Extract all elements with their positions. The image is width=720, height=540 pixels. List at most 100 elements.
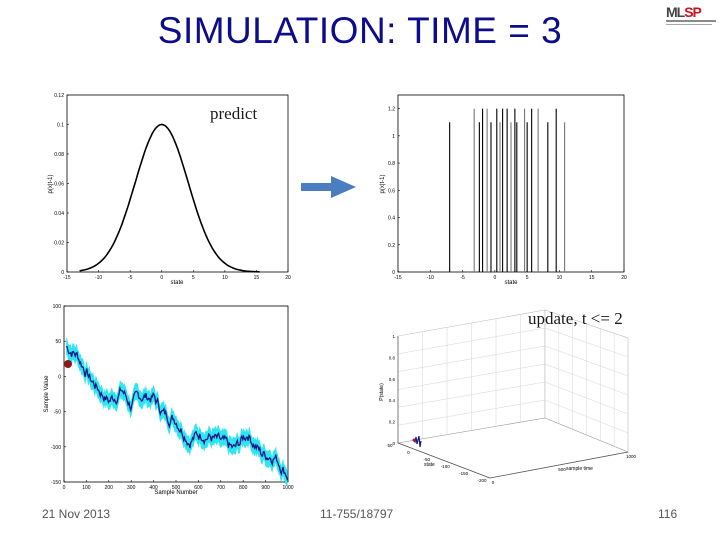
y-tick-label: 50: [55, 339, 61, 345]
particles-ylabel: p(x|t-1): [380, 175, 386, 194]
surface-z-ticks: 0 0.2 0.4 0.6 0.8 1: [389, 334, 396, 446]
gaussian-axes-frame: [66, 94, 289, 273]
x-tick-label: 900: [261, 485, 270, 491]
timeseries-y-ticks: 100 50 0 -50 -100 -150: [51, 304, 66, 486]
x-tick-label: 20: [621, 275, 627, 281]
surface-marker: [412, 438, 416, 442]
surface-time-ticks: 0 500 1000: [492, 454, 637, 485]
update-label: update, t <= 2: [528, 309, 623, 328]
y-tick-label: 0.2: [388, 243, 395, 249]
gaussian-curve: [79, 123, 260, 273]
x-tick-label: 10: [557, 275, 563, 281]
surface-time-label: sample time: [566, 466, 593, 472]
state-tick-label: -100: [441, 464, 451, 469]
footer-date: 21 Nov 2013: [42, 507, 111, 521]
current-state-marker: [64, 360, 72, 368]
logo-sp-text: SP: [684, 4, 702, 20]
x-tick-label: -10: [427, 275, 434, 281]
x-tick-label: -5: [128, 275, 133, 281]
gaussian-ylabel: p(x|t-1): [48, 175, 54, 194]
z-tick-label: 1: [392, 334, 395, 339]
time-tick-label: 1000: [626, 454, 637, 459]
surface-zlabel: P(state): [379, 383, 385, 401]
x-tick-label: 0: [63, 485, 66, 491]
y-tick-label: 0.12: [54, 93, 64, 99]
state-tick-label: -200: [477, 478, 487, 483]
particles-xlabel: state: [504, 280, 518, 286]
mean-line: [66, 345, 289, 481]
surface-state-ticks: 500-50-100-150-200: [387, 443, 487, 483]
x-tick-label: 0: [160, 275, 163, 281]
footer-page-number: 116: [658, 507, 678, 521]
surface-state-label: state: [424, 462, 435, 468]
state-tick-label: 0: [407, 450, 410, 455]
x-tick-label: -5: [460, 275, 465, 281]
logo-underline: [666, 20, 716, 22]
y-tick-label: 0.08: [54, 152, 64, 158]
x-tick-label: 700: [217, 485, 226, 491]
state-tick-label: 50: [387, 443, 393, 448]
y-tick-label: 0: [58, 374, 61, 380]
arrow-shaft: [301, 183, 333, 191]
y-tick-label: -150: [51, 480, 61, 486]
y-tick-label: -50: [54, 410, 61, 416]
z-tick-label: 0.4: [389, 398, 396, 403]
logo-underline-2: [666, 24, 712, 25]
state-tick-label: -150: [459, 471, 469, 476]
surface3d-plot: 00.20.40.60.81 500-50-100-150-200 050010…: [379, 309, 637, 485]
arrow-head: [331, 176, 356, 198]
y-tick-label: 0.1: [57, 123, 64, 129]
y-tick-label: 0.02: [54, 241, 64, 247]
x-tick-label: 1000: [282, 485, 293, 491]
y-tick-label: 0.6: [388, 188, 395, 194]
x-tick-label: 20: [285, 275, 291, 281]
y-tick-label: 0.8: [388, 161, 395, 167]
predict-arrow: [301, 176, 356, 198]
x-tick-label: 600: [194, 485, 203, 491]
y-tick-label: 100: [53, 304, 62, 310]
timeseries-x-ticks: 0 100 200 300 400 500 600 700 800 900 1000: [63, 480, 294, 491]
state-axis: [397, 442, 491, 479]
z-tick-label: 0: [392, 441, 395, 446]
x-tick-label: 200: [105, 485, 114, 491]
x-tick-label: 300: [127, 485, 136, 491]
timeseries-ylabel: Sample Value: [44, 375, 50, 413]
particles-x-ticks: -15 -10 -5 0 5 10 15 20: [394, 270, 627, 281]
z-tick-label: 0.2: [389, 420, 396, 425]
surface-spike: [412, 435, 422, 448]
footer-course: 11-755/18797: [320, 507, 394, 521]
time-axis: [489, 451, 629, 479]
x-tick-label: 100: [82, 485, 91, 491]
y-tick-label: 0: [61, 270, 64, 276]
x-tick-label: -15: [63, 275, 70, 281]
particles-y-ticks: 0 0.2 0.4 0.6 0.8 1 1.2: [388, 107, 400, 276]
x-tick-label: 800: [239, 485, 248, 491]
slide-title: SIMULATION: TIME = 3: [157, 10, 563, 51]
x-tick-label: 10: [222, 275, 228, 281]
logo-ml-text: ML: [666, 4, 685, 20]
x-tick-label: 5: [526, 275, 529, 281]
gaussian-xlabel: state: [170, 280, 184, 286]
z-tick-label: 0.6: [389, 377, 396, 382]
gaussian-y-ticks: 0 0.02 0.04 0.06 0.08 0.1 0.12: [54, 93, 69, 276]
particle-lines: [449, 108, 566, 272]
gaussian-x-ticks: -15 -10 -5 0 5 10 15 20: [63, 270, 291, 281]
time-tick-label: 500: [558, 467, 566, 472]
particles-plot: -15 -10 -5 0 5 10 15 20 0 0.2 0.4 0.6 0.8 1 1.2 state…: [380, 94, 627, 286]
y-tick-label: 0.4: [388, 216, 395, 222]
y-tick-label: 0.04: [54, 211, 64, 217]
time-tick-label: 0: [492, 480, 495, 485]
timeseries-plot: 0 100 200 300 400 500 600 700 800 900 1000 100500-…: [44, 304, 294, 496]
y-tick-label: 0.06: [54, 182, 64, 188]
z-tick-label: 0.8: [389, 355, 396, 360]
x-tick-label: 400: [149, 485, 158, 491]
y-tick-label: 1.2: [388, 107, 395, 113]
state-tick-label: -50: [424, 457, 431, 462]
gaussian-plot: -15 -10 -5 0 5 10 15 20 0 0.02 0.04 0.06 0.08 0.1 0.1…: [48, 93, 291, 286]
x-tick-label: -10: [95, 275, 102, 281]
y-tick-label: -100: [51, 445, 61, 451]
predict-label: predict: [210, 104, 258, 123]
y-tick-label: 1: [392, 134, 395, 140]
y-tick-label: 0: [392, 270, 395, 276]
